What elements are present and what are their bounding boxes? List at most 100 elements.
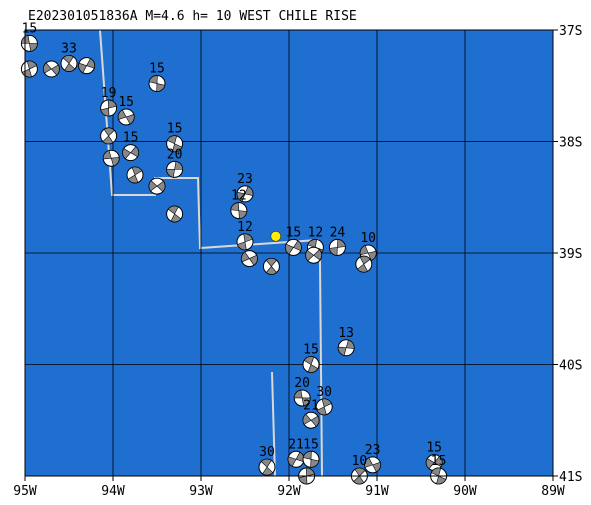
beachball-quadrant	[166, 135, 178, 145]
beachball	[258, 458, 276, 476]
beachball-quadrant	[316, 406, 327, 416]
beachball	[102, 149, 120, 167]
beachball-quadrant	[127, 174, 139, 184]
y-tick-label: 40S	[559, 359, 582, 374]
beachball	[328, 238, 346, 256]
beachball-quadrant	[310, 458, 320, 468]
beachball	[287, 450, 305, 468]
depth-label: 12	[308, 225, 324, 240]
beachball-quadrant	[243, 233, 253, 243]
x-tick-label: 94W	[101, 484, 125, 499]
x-tick-label: 89W	[541, 484, 565, 499]
beachball-quadrant	[354, 467, 366, 477]
beachball-quadrant	[241, 251, 250, 263]
y-tick-label: 38S	[559, 136, 582, 151]
beachball	[425, 454, 443, 472]
beachball	[315, 398, 333, 416]
depth-label: 30	[316, 385, 332, 400]
y-tick-label: 39S	[559, 247, 582, 262]
beachball-quadrant	[100, 107, 110, 117]
depth-label: 15	[149, 62, 165, 77]
beachball-quadrant	[43, 62, 52, 74]
beachball-quadrant	[238, 210, 248, 219]
frame	[24, 29, 554, 477]
depth-label: 33	[61, 41, 77, 56]
depth-label: 21	[303, 398, 319, 413]
beachball-quadrant	[433, 456, 443, 468]
depth-label: 10	[352, 454, 368, 469]
beachball-quadrant	[156, 180, 166, 192]
beachball-quadrant	[305, 250, 315, 262]
x-tick-label: 95W	[13, 484, 37, 499]
beachball-quadrant	[262, 466, 274, 476]
x-tick-label: 93W	[189, 484, 213, 499]
beachball	[337, 339, 355, 357]
beachball	[236, 185, 254, 203]
beachball-quadrant	[265, 265, 277, 275]
beachball-quadrant	[125, 114, 135, 125]
depth-label: 13	[338, 326, 354, 341]
beachball-quadrant	[86, 58, 95, 69]
depth-label: 15	[303, 343, 319, 358]
depth-label: 15	[303, 437, 319, 452]
depth-label: 30	[259, 445, 275, 460]
beachball-quadrant	[302, 413, 312, 425]
beachball	[100, 99, 118, 117]
beachball-quadrant	[148, 180, 158, 192]
beachball-quadrant	[357, 263, 368, 273]
beachball	[364, 456, 382, 474]
beachball	[78, 57, 96, 75]
beachball-quadrant	[298, 475, 308, 485]
beachball	[236, 233, 254, 251]
beachball-quadrant	[305, 467, 315, 477]
beachball	[355, 255, 373, 273]
beachball-quadrant	[156, 83, 166, 92]
beachball-quadrant	[292, 240, 302, 252]
beachball	[60, 54, 78, 72]
beachball-quadrant	[130, 146, 139, 158]
beachball	[166, 135, 184, 153]
beachball-quadrant	[293, 389, 303, 399]
beachball-quadrant	[170, 213, 182, 223]
depth-label: 15	[118, 95, 134, 110]
beachball-quadrant	[260, 458, 272, 468]
beachball-quadrant	[307, 239, 317, 248]
beachball-quadrant	[353, 475, 365, 485]
x-tick-label: 91W	[365, 484, 389, 499]
beachball	[293, 389, 311, 407]
beachball-quadrant	[345, 339, 355, 349]
beachball-quadrant	[430, 467, 442, 477]
beachball	[100, 127, 118, 145]
beachball-quadrant	[236, 191, 246, 202]
beachball-quadrant	[364, 457, 374, 468]
beachball-quadrant	[237, 241, 247, 251]
y-tick-label: 41S	[559, 470, 582, 485]
map-title: E202301051836A M=4.6 h= 10 WEST CHILE RI…	[28, 9, 357, 24]
beachball-quadrant	[302, 450, 312, 460]
beachball-quadrant	[230, 202, 240, 211]
beachball	[148, 177, 166, 195]
epicenter	[270, 231, 282, 242]
x-tick-label: 90W	[453, 484, 477, 499]
depth-label: 24	[330, 225, 346, 240]
beachball-quadrant	[103, 127, 115, 137]
beachball-quadrant	[313, 249, 322, 261]
beachball	[240, 250, 258, 268]
beachball	[117, 108, 135, 126]
beachball-quadrant	[131, 166, 143, 176]
beachball	[20, 60, 38, 78]
beachball-quadrant	[372, 461, 381, 473]
beachball-quadrant	[64, 62, 76, 72]
depth-label: 15	[286, 225, 302, 240]
beachball	[305, 246, 323, 264]
beachball-quadrant	[107, 99, 117, 109]
depth-label: 12	[231, 189, 247, 204]
beachball-quadrant	[310, 415, 320, 427]
beachball-quadrant	[102, 135, 114, 145]
y-tick-label: 37S	[559, 24, 582, 39]
beachball-quadrant	[122, 148, 132, 160]
beachball	[166, 205, 184, 223]
beachball	[148, 75, 166, 93]
depth-label: 15	[431, 454, 447, 469]
